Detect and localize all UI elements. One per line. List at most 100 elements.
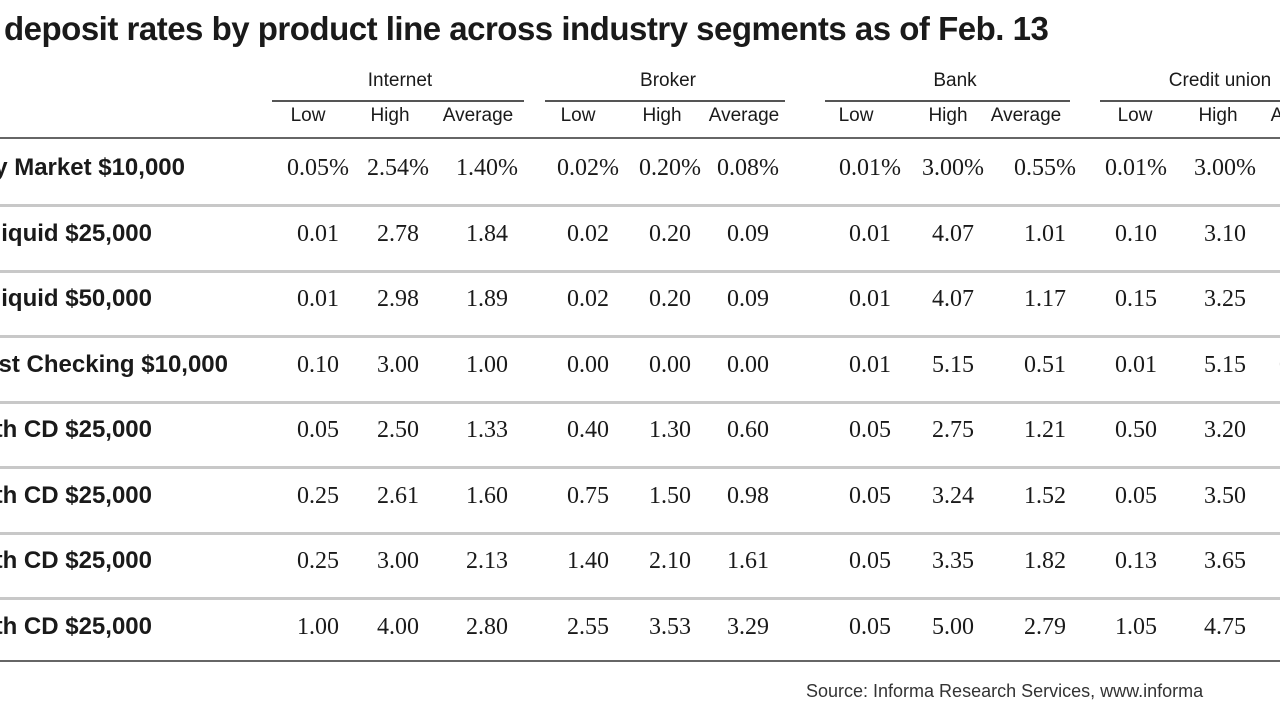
table-cell: 3.24 (932, 482, 974, 509)
table-cell: 3.00 (377, 351, 419, 378)
table-cell: 2.55 (567, 613, 609, 640)
table-cell: 0.98 (727, 482, 769, 509)
table-cell: 0.05 (1115, 482, 1157, 509)
table-cell: 0.05 (297, 417, 339, 443)
table-cell: 0.05% (287, 155, 349, 181)
table-cell: 0.02 (567, 286, 609, 312)
table-cell: 0.75 (567, 482, 609, 509)
row-divider (0, 269, 1280, 273)
table-cell: 1.30 (649, 417, 691, 443)
table-cell: 0.01% (839, 155, 901, 181)
table-cell: 3.25 (1204, 286, 1246, 312)
table-cell: 0.01% (1105, 155, 1167, 181)
table-cell: 0.10 (1115, 220, 1157, 247)
subheader-internet-high: High (370, 105, 410, 126)
source-note: Source: Informa Research Services, www.i… (806, 681, 1204, 701)
header-rule (0, 137, 1280, 139)
row-label: st Checking $10,000 (0, 350, 228, 378)
table-cell: 1.50 (649, 482, 691, 509)
table-cell: 0.05 (849, 548, 891, 574)
table-cell: 2.50 (377, 417, 419, 443)
group-header-credit-union: Credit union (1168, 70, 1272, 91)
bottom-rule (0, 660, 1280, 662)
table-cell: 0.40 (567, 417, 609, 443)
row-divider (0, 400, 1280, 404)
table-cell: 0.01 (849, 286, 891, 312)
table-cell: 3.65 (1204, 548, 1246, 574)
table-cell: 3.00 (377, 548, 419, 574)
table-cell: 0.08% (717, 155, 779, 181)
table-cell: 4.75 (1204, 613, 1246, 640)
table-cell: 0.50 (1115, 417, 1157, 443)
table-cell: 1.52 (1024, 482, 1066, 509)
row-label: th CD $25,000 (0, 481, 152, 509)
table-cell: 0.20 (649, 220, 691, 247)
table-cell: 0.00 (727, 351, 769, 378)
table-cell: 1.60 (466, 482, 508, 509)
table-cell: 1.00 (466, 351, 508, 378)
table-cell: 0.20 (649, 286, 691, 312)
table-cell: 3.00% (1194, 155, 1256, 181)
table-cell: 1.21 (1024, 417, 1066, 443)
table-cell: 5.15 (1204, 351, 1246, 378)
table-cell: 0.13 (1115, 548, 1157, 574)
row-label: y Market $10,000 (0, 154, 185, 181)
table-cell: 0.00 (567, 351, 609, 378)
table-cell: 2.13 (466, 548, 508, 574)
table-cell: 2.10 (649, 548, 691, 574)
row-divider (0, 204, 1280, 207)
table-cell: 0.01 (297, 220, 339, 247)
group-rule-broker (545, 100, 785, 102)
subheader-bank-average: Average (990, 105, 1062, 126)
group-rule-bank (825, 100, 1070, 102)
table-cell: 0.10 (297, 351, 339, 378)
table-cell: 3.00% (922, 155, 984, 181)
row-label: th CD $25,000 (0, 416, 152, 443)
table-cell: 0.25 (297, 482, 339, 509)
row-divider (0, 335, 1280, 338)
table-cell: 3.50 (1204, 482, 1246, 509)
table-cell: 0.09 (727, 286, 769, 312)
group-header-broker: Broker (640, 70, 696, 91)
table-cell: 4.00 (377, 613, 419, 640)
table-cell: 0.60 (727, 417, 769, 443)
table-cell: 0.05 (849, 613, 891, 640)
subheader-broker-average: Average (708, 105, 780, 126)
table-cell: 1.40% (456, 155, 518, 181)
table-cell: 3.10 (1204, 220, 1246, 247)
subheader-internet-low: Low (290, 105, 326, 126)
table-cell: 0.20% (639, 155, 701, 181)
row-divider (0, 597, 1280, 600)
table-cell: 0.02% (557, 155, 619, 181)
row-label: iquid $25,000 (1, 219, 152, 247)
group-header-internet: Internet (367, 70, 433, 91)
table-cell: 1.89 (466, 286, 508, 312)
table-cell: 5.00 (932, 613, 974, 640)
subheader-bank-high: High (928, 105, 968, 126)
subheader-cu-average: A (1270, 105, 1280, 126)
table-cell: 1.61 (727, 548, 769, 574)
table-cell: 3.20 (1204, 417, 1246, 443)
table-cell: 1.05 (1115, 613, 1157, 640)
row-label: nth CD $25,000 (0, 547, 152, 574)
table-cell: 3.29 (727, 613, 769, 640)
table-cell: 2.79 (1024, 613, 1066, 640)
group-header-bank: Bank (933, 70, 977, 91)
subheader-cu-low: Low (1117, 105, 1153, 126)
subheader-cu-high: High (1198, 105, 1238, 126)
table-cell: 3.53 (649, 613, 691, 640)
table-cell: 3.35 (932, 548, 974, 574)
table-cell: 4.07 (932, 220, 974, 247)
table-cell: 0.01 (849, 351, 891, 378)
table-cell: 2.98 (377, 286, 419, 312)
table-cell: 1.40 (567, 548, 609, 574)
subheader-bank-low: Low (838, 105, 874, 126)
table-cell: 0.51 (1024, 351, 1066, 378)
group-rule-internet (272, 100, 524, 102)
table-title: il deposit rates by product line across … (0, 10, 1049, 47)
table-cell: 0.15 (1115, 286, 1157, 312)
table-cell: 1.01 (1024, 220, 1066, 247)
table-cell: 5.15 (932, 351, 974, 378)
table-cell: 2.78 (377, 220, 419, 247)
row-label: iquid $50,000 (1, 285, 152, 312)
